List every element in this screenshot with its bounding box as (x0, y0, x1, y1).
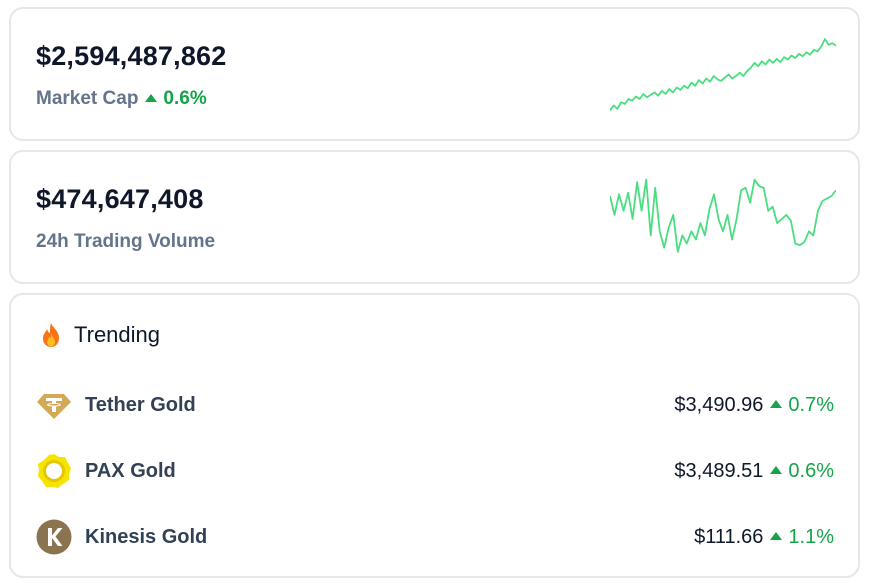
trending-coin-row[interactable]: Tether Gold $3,490.96 0.7% (36, 385, 834, 425)
pax-gold-logo (38, 454, 71, 488)
trending-card: Trending Tether Gold $3,490.96 0.7% (9, 293, 860, 578)
coin-info: Kinesis Gold (36, 519, 207, 555)
trending-header: Trending (40, 322, 160, 348)
coin-price: $111.66 (694, 525, 764, 548)
trading-volume-value: $474,647,408 (36, 184, 204, 214)
caret-up-icon (770, 532, 783, 540)
coin-change: 0.7% (763, 394, 834, 417)
trading-volume-card[interactable]: $474,647,408 24h Trading Volume (9, 150, 860, 284)
trading-volume-label: 24h Trading Volume (36, 231, 216, 252)
coin-change-value: 1.1% (788, 525, 834, 548)
coin-info: PAX Gold (36, 453, 176, 489)
coin-change-value: 0.7% (788, 393, 834, 416)
market-cap-label-row: Market Cap 0.6% (36, 88, 207, 110)
trending-title: Trending (74, 322, 161, 347)
coin-price: $3,490.96 (674, 393, 764, 416)
trending-coin-row[interactable]: Kinesis Gold $111.66 1.1% (36, 517, 834, 557)
market-cap-label: Market Cap (36, 88, 139, 109)
coin-name: Kinesis Gold (85, 525, 208, 548)
coin-price-group: $111.66 1.1% (694, 526, 834, 549)
coin-change: 0.6% (763, 460, 834, 483)
caret-up-icon (770, 466, 783, 474)
trending-coin-row[interactable]: PAX Gold $3,489.51 0.6% (36, 451, 834, 491)
caret-up-icon (145, 94, 158, 102)
market-cap-sparkline (610, 38, 836, 111)
caret-up-icon (770, 400, 783, 408)
coin-price-group: $3,490.96 0.7% (674, 394, 834, 417)
kinesis-gold-logo (36, 519, 72, 555)
market-cap-change-value: 0.6% (163, 88, 207, 109)
trading-volume-sparkline (610, 178, 836, 253)
coin-price-group: $3,489.51 0.6% (674, 460, 834, 483)
market-cap-sparkline-line (610, 38, 836, 111)
coin-info: Tether Gold (36, 387, 196, 423)
coin-name: PAX Gold (85, 459, 176, 482)
coin-change: 1.1% (763, 526, 834, 549)
trading-volume-sparkline-line (610, 178, 836, 253)
market-cap-card[interactable]: $2,594,487,862 Market Cap 0.6% (9, 7, 860, 141)
market-cap-value: $2,594,487,862 (36, 41, 227, 71)
coin-change-value: 0.6% (788, 459, 834, 482)
tether-gold-logo (37, 394, 71, 419)
coin-name: Tether Gold (85, 393, 196, 416)
market-cap-change: 0.6% (138, 88, 207, 110)
coin-price: $3,489.51 (674, 459, 764, 482)
fire-icon (43, 323, 59, 347)
